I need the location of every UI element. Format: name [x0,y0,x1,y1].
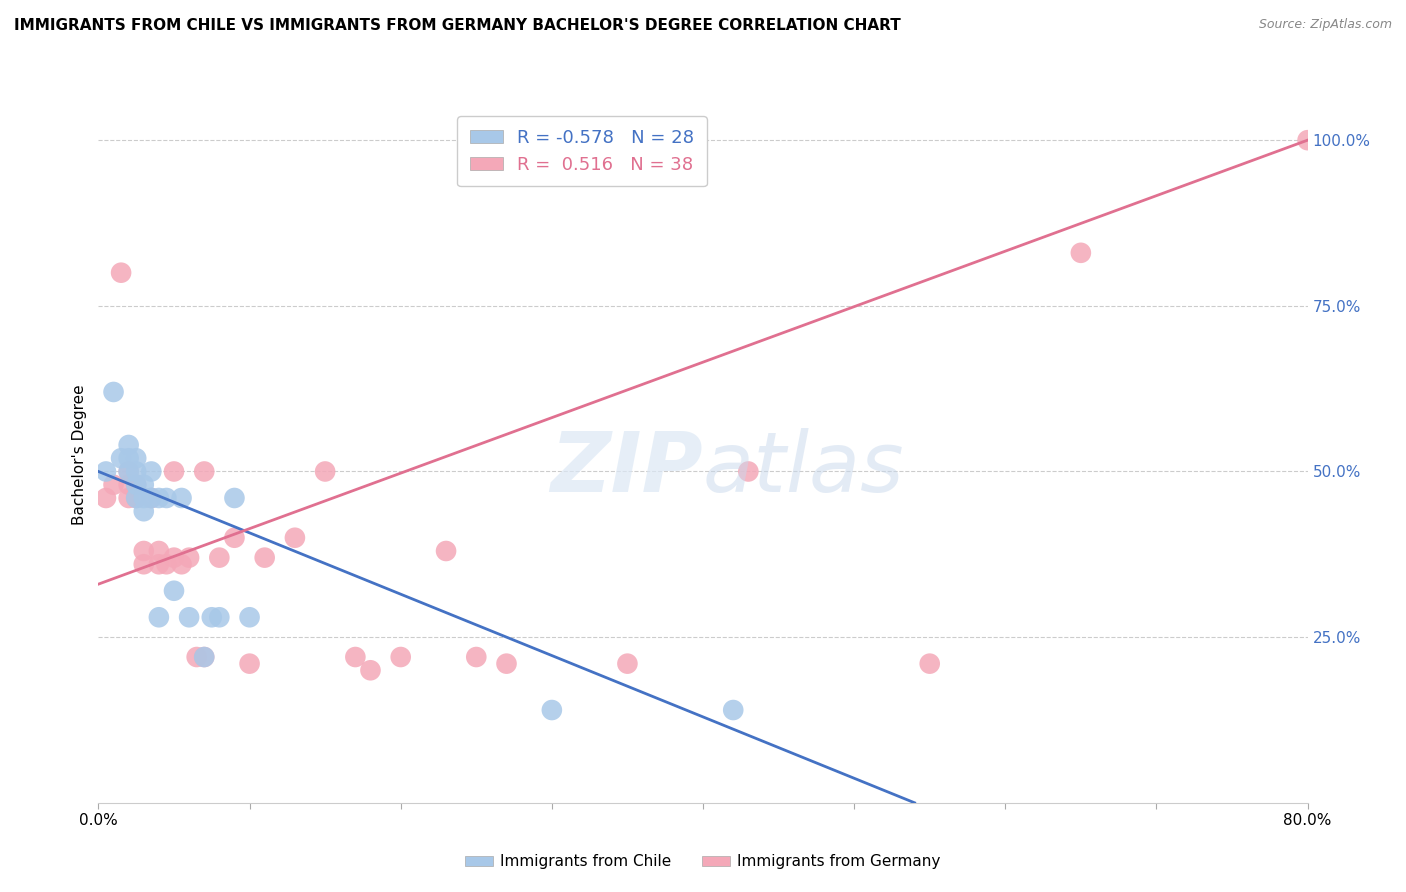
Point [141,465,163,479]
Point [170,558,193,572]
Legend: R = -0.578   N = 28, R =  0.516   N = 38: R = -0.578 N = 28, R = 0.516 N = 38 [457,116,707,186]
Point [239,657,262,671]
Point [193,465,215,479]
Point [94,491,117,505]
Point [118,438,141,452]
Point [125,477,148,491]
Point [132,477,155,491]
Point [110,266,132,280]
Point [253,550,276,565]
Point [163,550,186,565]
Point [110,451,132,466]
Point [103,477,125,491]
Point [163,583,186,598]
Point [540,703,562,717]
Point [132,504,155,518]
Text: IMMIGRANTS FROM CHILE VS IMMIGRANTS FROM GERMANY BACHELOR'S DEGREE CORRELATION C: IMMIGRANTS FROM CHILE VS IMMIGRANTS FROM… [14,18,901,33]
Point [1296,133,1319,147]
Point [148,558,170,572]
Point [239,610,262,624]
Point [155,491,177,505]
Point [125,451,148,466]
Point [208,610,231,624]
Point [118,465,141,479]
Point [179,550,201,565]
Point [389,650,412,665]
Point [186,650,208,665]
Point [148,610,170,624]
Text: ZIP: ZIP [550,428,703,509]
Point [616,657,638,671]
Point [1070,245,1092,260]
Point [434,544,457,558]
Text: Source: ZipAtlas.com: Source: ZipAtlas.com [1258,18,1392,31]
Point [224,491,246,505]
Point [155,558,177,572]
Point [125,465,148,479]
Point [132,544,155,558]
Point [148,544,170,558]
Point [163,465,186,479]
Point [193,650,215,665]
Point [132,491,155,505]
Point [193,650,215,665]
Point [170,491,193,505]
Legend: Immigrants from Chile, Immigrants from Germany: Immigrants from Chile, Immigrants from G… [460,848,946,875]
Point [737,465,759,479]
Point [148,491,170,505]
Point [118,477,141,491]
Text: atlas: atlas [703,428,904,509]
Point [495,657,517,671]
Point [179,610,201,624]
Point [224,531,246,545]
Point [344,650,367,665]
Y-axis label: Bachelor's Degree: Bachelor's Degree [72,384,87,525]
Point [314,465,336,479]
Point [465,650,488,665]
Point [141,491,163,505]
Point [118,451,141,466]
Point [208,550,231,565]
Point [723,703,745,717]
Point [141,491,163,505]
Point [94,465,117,479]
Point [360,663,382,677]
Point [118,491,141,505]
Point [201,610,224,624]
Point [918,657,941,671]
Point [125,491,148,505]
Point [103,384,125,399]
Point [125,477,148,491]
Point [125,491,148,505]
Point [132,558,155,572]
Point [118,465,141,479]
Point [284,531,307,545]
